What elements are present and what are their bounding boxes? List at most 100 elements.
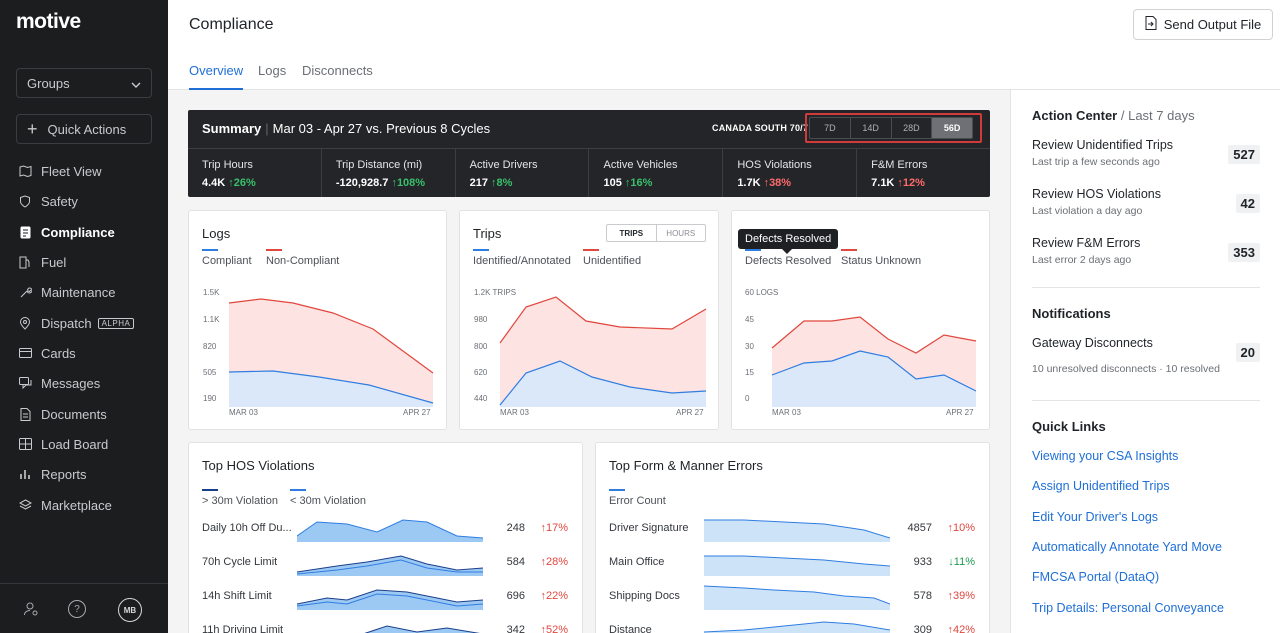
sidebar-item-reports[interactable]: Reports xyxy=(0,462,168,486)
avatar[interactable]: MB xyxy=(118,598,142,622)
send-output-file-button[interactable]: Send Output File xyxy=(1133,9,1273,40)
legend-status-unknown: Status Unknown xyxy=(841,249,922,267)
sparkline xyxy=(704,585,890,610)
kpi-label: Active Vehicles xyxy=(603,159,678,171)
sparkline xyxy=(297,589,483,610)
plus-icon: + xyxy=(27,118,38,139)
hos-card-title: Top HOS Violations xyxy=(202,458,315,473)
table-row[interactable]: 14h Shift Limit 696 ↑22% xyxy=(189,582,582,612)
kpi-value: 105 xyxy=(603,177,622,189)
y-tick: 980 xyxy=(474,315,488,324)
defects-chart: 60 LOGS 45 30 15 0 MAR 03 APR 27 xyxy=(745,288,977,417)
notifications-heading: Notifications xyxy=(1032,306,1111,321)
sidebar-item-compliance[interactable]: Compliance xyxy=(0,220,168,244)
top-form-manner-errors-card[interactable]: Top Form & Manner Errors Error Count Dri… xyxy=(595,442,990,633)
divider xyxy=(1032,287,1260,288)
sidebar-item-cards[interactable]: Cards xyxy=(0,341,168,365)
sidebar-item-documents[interactable]: Documents xyxy=(0,402,168,426)
row-delta: ↑10% xyxy=(947,522,975,534)
defects-card[interactable]: Defects Resolved Status Unknown 60 LOGS … xyxy=(731,210,990,430)
action-review-hos-violations[interactable]: Review HOS Violations Last violation a d… xyxy=(1032,187,1260,227)
sidebar-item-load-board[interactable]: Load Board xyxy=(0,432,168,456)
row-delta: ↑52% xyxy=(540,624,568,633)
nav-label: Documents xyxy=(41,406,107,422)
table-row[interactable]: 70h Cycle Limit 584 ↑28% xyxy=(189,548,582,578)
kpi-delta: ↑12% xyxy=(897,177,925,189)
tab-logs[interactable]: Logs xyxy=(258,63,287,78)
file-icon xyxy=(18,407,32,421)
action-center-title: Action Center xyxy=(1032,108,1118,123)
table-row[interactable]: Daily 10h Off Du... 248 ↑17% xyxy=(189,514,582,544)
link-assign-unidentified-trips[interactable]: Assign Unidentified Trips xyxy=(1032,479,1170,493)
link-personal-conveyance[interactable]: Trip Details: Personal Conveyance xyxy=(1032,601,1224,615)
table-row[interactable]: Main Office 933 ↓11% xyxy=(596,548,989,578)
nav-label: Fleet View xyxy=(41,163,102,179)
link-edit-driver-logs[interactable]: Edit Your Driver's Logs xyxy=(1032,510,1159,524)
x-tick: MAR 03 xyxy=(229,408,258,417)
y-tick: 1.2K TRIPS xyxy=(474,288,516,297)
kpi-active-drivers[interactable]: Active Drivers 217 ↑8% xyxy=(456,149,590,197)
link-annotate-yard-move[interactable]: Automatically Annotate Yard Move xyxy=(1032,540,1222,554)
divider xyxy=(1032,400,1260,401)
notification-title: Gateway Disconnects xyxy=(1032,336,1153,350)
kpi-trip-hours[interactable]: Trip Hours 4.4K ↑26% xyxy=(188,149,322,197)
kpi-fm-errors[interactable]: F&M Errors 7.1K ↑12% xyxy=(857,149,990,197)
summary-title: Summary | Mar 03 - Apr 27 vs. Previous 8 C… xyxy=(202,121,491,136)
sidebar-item-marketplace[interactable]: Marketplace xyxy=(0,493,168,517)
action-review-fm-errors[interactable]: Review F&M Errors Last error 2 days ago … xyxy=(1032,236,1260,276)
help-icon[interactable]: ? xyxy=(68,600,86,618)
sidebar-item-dispatch[interactable]: Dispatch ALPHA xyxy=(0,311,168,335)
sidebar-item-safety[interactable]: Safety xyxy=(0,189,168,213)
kpi-delta: ↑16% xyxy=(624,177,653,189)
notification-gateway-disconnects[interactable]: Gateway Disconnects 10 unresolved discon… xyxy=(1032,336,1260,380)
period-28d[interactable]: 28D xyxy=(892,118,933,138)
table-row[interactable]: Shipping Docs 578 ↑39% xyxy=(596,582,989,612)
location-pin-icon xyxy=(18,316,32,330)
sidebar-item-fleet-view[interactable]: Fleet View xyxy=(0,159,168,183)
nav-label: Compliance xyxy=(41,224,115,240)
period-7d[interactable]: 7D xyxy=(810,118,851,138)
user-settings-icon[interactable] xyxy=(22,600,40,618)
period-56d[interactable]: 56D xyxy=(932,118,972,138)
period-14d[interactable]: 14D xyxy=(851,118,892,138)
logs-card[interactable]: Logs Compliant Non-Compliant 1.5K 1.1K 8… xyxy=(188,210,447,430)
page-header: Compliance Send Output File Overview Log… xyxy=(168,0,1280,90)
trips-card[interactable]: Trips TRIPS HOURS Identified/Annotated U… xyxy=(459,210,719,430)
y-tick: 0 xyxy=(745,394,750,403)
legend-error-count: Error Count xyxy=(609,489,666,507)
sidebar-item-fuel[interactable]: Fuel xyxy=(0,250,168,274)
toggle-hours[interactable]: HOURS xyxy=(666,228,696,238)
table-row[interactable]: Driver Signature 4857 ↑10% xyxy=(596,514,989,544)
action-review-unidentified-trips[interactable]: Review Unidentified Trips Last trip a fe… xyxy=(1032,138,1260,178)
motive-logo[interactable]: motive xyxy=(16,10,81,33)
kpi-active-vehicles[interactable]: Active Vehicles 105 ↑16% xyxy=(589,149,724,197)
quick-links-heading: Quick Links xyxy=(1032,419,1106,434)
quick-actions-button[interactable]: + Quick Actions xyxy=(16,114,152,144)
fuel-icon xyxy=(18,255,32,269)
summary-label: Summary xyxy=(202,121,262,136)
table-row[interactable]: Distance 309 ↑42% xyxy=(596,616,989,633)
row-value: 248 xyxy=(506,522,525,534)
sidebar-item-maintenance[interactable]: Maintenance xyxy=(0,280,168,304)
link-csa-insights[interactable]: Viewing your CSA Insights xyxy=(1032,449,1179,463)
quick-actions-label: Quick Actions xyxy=(47,121,127,137)
row-label: 11h Driving Limit xyxy=(202,624,284,633)
sidebar-item-messages[interactable]: Messages xyxy=(0,371,168,395)
nav-label: Safety xyxy=(41,193,78,209)
groups-dropdown[interactable]: Groups xyxy=(16,68,152,98)
table-row[interactable]: 11h Driving Limit 342 ↑52% xyxy=(189,616,582,633)
toggle-trips[interactable]: TRIPS xyxy=(607,225,657,241)
row-label: Daily 10h Off Du... xyxy=(202,522,292,534)
kpi-hos-violations[interactable]: HOS Violations 1.7K ↑38% xyxy=(723,149,858,197)
link-fmcsa-portal[interactable]: FMCSA Portal (DataQ) xyxy=(1032,570,1160,584)
tab-overview[interactable]: Overview xyxy=(189,63,244,90)
summary-range: Mar 03 - Apr 27 vs. Previous 8 Cycles xyxy=(272,121,491,136)
kpi-trip-distance[interactable]: Trip Distance (mi) -120,928.7 ↑108% xyxy=(322,149,456,197)
bar-chart-icon xyxy=(18,467,32,481)
notification-count: 20 xyxy=(1235,343,1260,362)
y-tick: 45 xyxy=(745,315,754,324)
tab-disconnects[interactable]: Disconnects xyxy=(302,63,373,78)
region-label: CANADA SOUTH 70/7 xyxy=(712,123,809,133)
top-hos-violations-card[interactable]: Top HOS Violations > 30m Violation < 30m… xyxy=(188,442,583,633)
y-tick: 190 xyxy=(203,394,217,403)
